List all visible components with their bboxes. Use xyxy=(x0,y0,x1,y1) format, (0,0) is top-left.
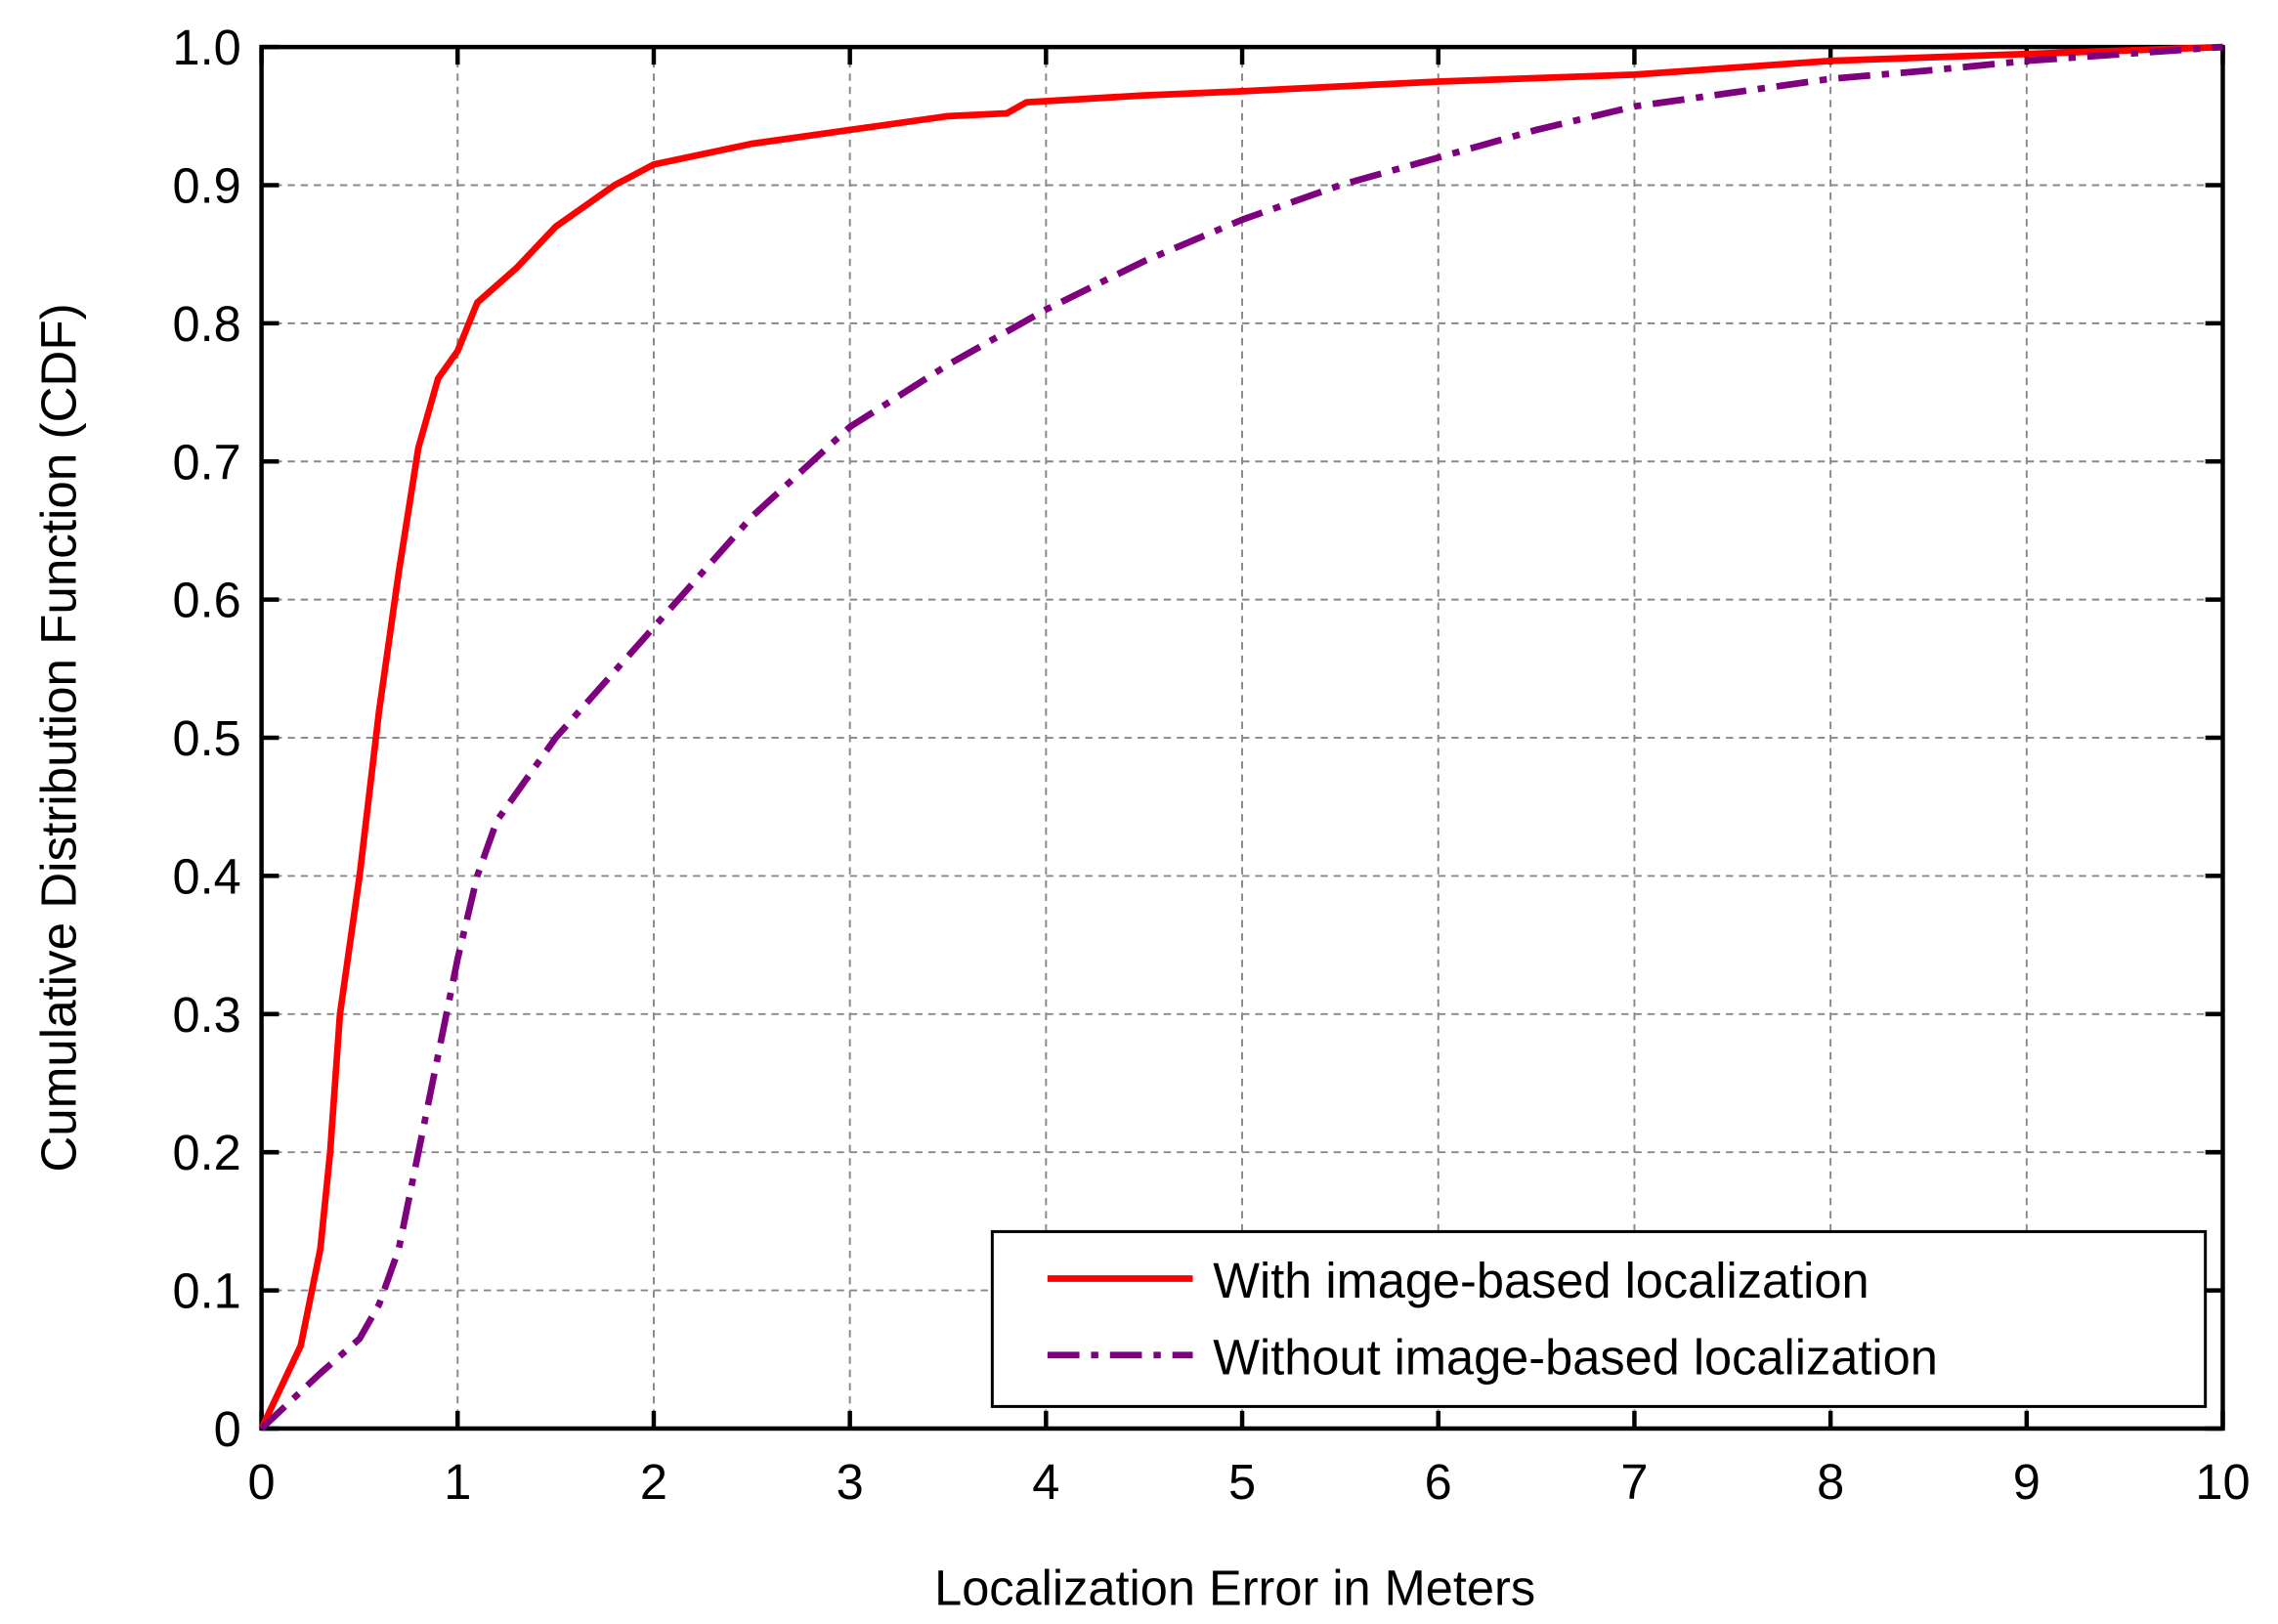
x-tick-label: 6 xyxy=(1425,1454,1452,1510)
y-tick-label: 0.3 xyxy=(173,987,241,1043)
x-tick-label: 9 xyxy=(2013,1454,2041,1510)
x-tick-label: 1 xyxy=(444,1454,471,1510)
x-tick-label: 10 xyxy=(2195,1454,2250,1510)
y-axis-label: Cumulative Distribution Function (CDF) xyxy=(31,303,87,1172)
plot-frame xyxy=(259,44,2225,1432)
y-tick-label: 0.9 xyxy=(173,157,241,213)
y-tick-label: 0.5 xyxy=(173,710,241,766)
x-tick-label: 4 xyxy=(1032,1454,1059,1510)
y-tick-label: 0.6 xyxy=(173,572,241,627)
series-line xyxy=(259,43,2223,1432)
x-tick-label: 0 xyxy=(248,1454,276,1510)
x-tick-label: 3 xyxy=(837,1454,864,1510)
y-tick-label: 0.7 xyxy=(173,434,241,490)
y-tick-label: 0.1 xyxy=(173,1262,241,1318)
x-axis-label: Localization Error in Meters xyxy=(934,1560,1535,1615)
x-tick-label: 2 xyxy=(640,1454,667,1510)
series-line xyxy=(258,43,2223,1431)
x-tick-label: 5 xyxy=(1228,1454,1256,1510)
legend-label: With image-based localization xyxy=(1213,1253,1869,1308)
x-tick-label: 8 xyxy=(1817,1454,1844,1510)
legend-label: Without image-based localization xyxy=(1213,1329,1938,1385)
y-tick-label: 1.0 xyxy=(173,20,241,75)
x-tick-label: 7 xyxy=(1620,1454,1648,1510)
y-tick-label: 0.4 xyxy=(173,848,241,904)
y-tick-label: 0.2 xyxy=(173,1125,241,1180)
y-tick-label: 0.8 xyxy=(173,296,241,352)
y-tick-label: 0 xyxy=(214,1401,241,1457)
legend-box xyxy=(990,1229,2208,1408)
